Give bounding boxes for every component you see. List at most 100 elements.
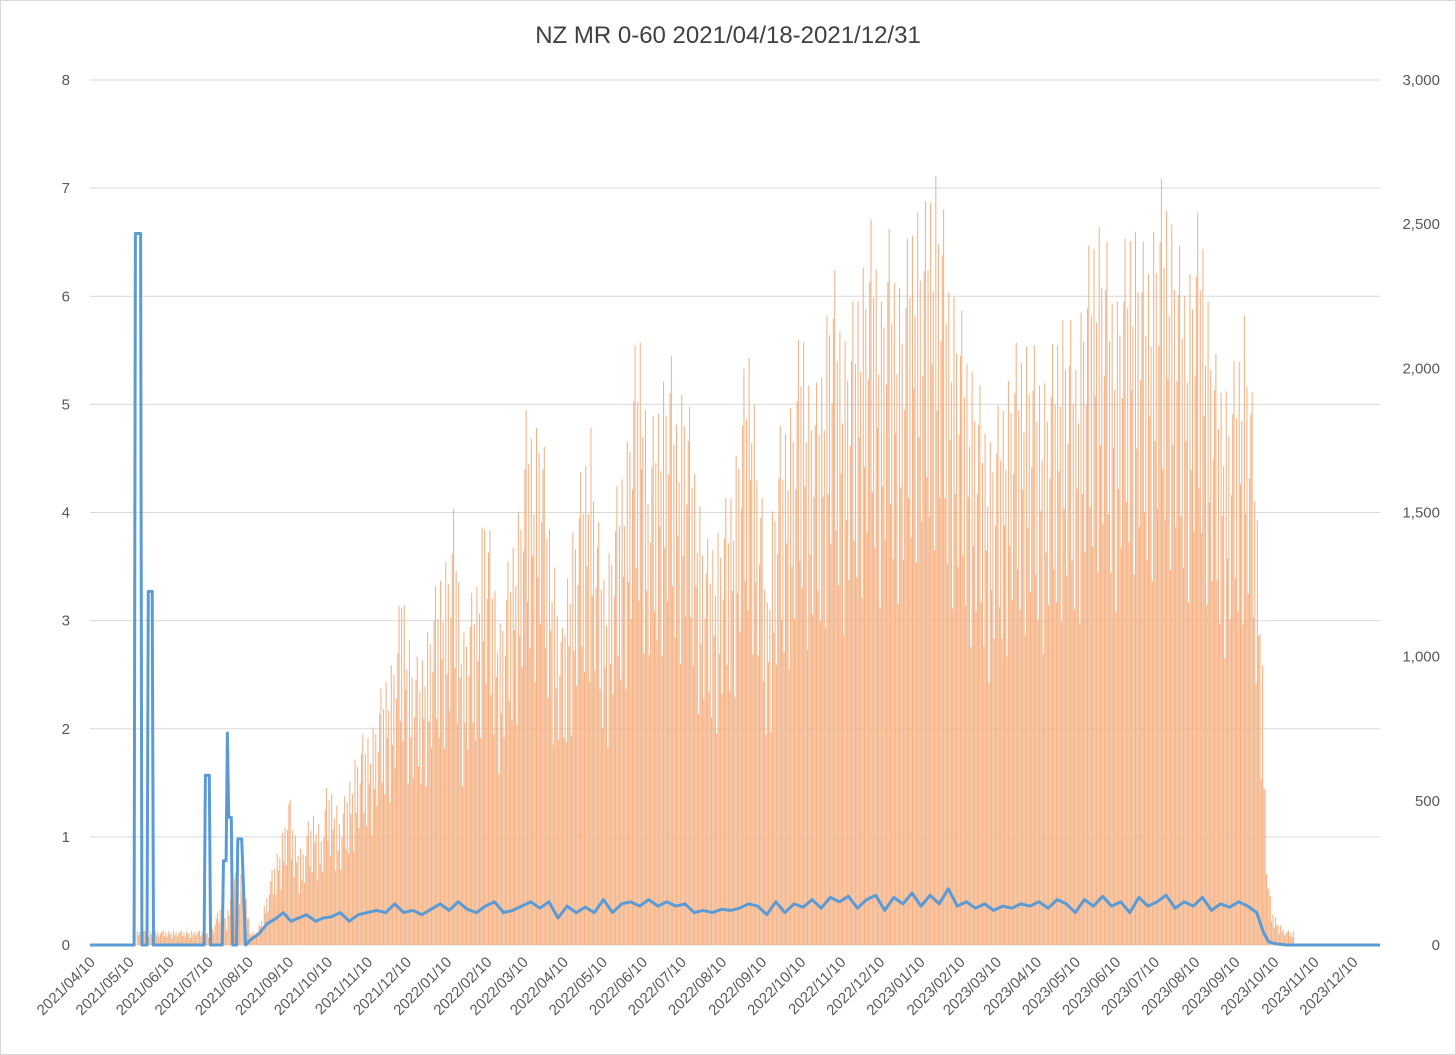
- bar: [224, 918, 226, 945]
- bar: [477, 661, 479, 945]
- bar: [757, 655, 759, 945]
- bar: [1058, 471, 1060, 945]
- bar: [410, 737, 412, 945]
- bar: [305, 856, 307, 945]
- bar: [1013, 473, 1015, 945]
- bar: [294, 835, 296, 945]
- bar: [403, 605, 405, 945]
- bar: [878, 374, 880, 945]
- bar: [961, 310, 963, 946]
- bar: [835, 530, 837, 945]
- bar: [934, 549, 936, 945]
- bar: [1190, 469, 1192, 945]
- bar: [926, 476, 928, 945]
- right-tick-label: 500: [1415, 793, 1440, 810]
- bar: [335, 870, 337, 945]
- bar: [1125, 501, 1127, 945]
- bar: [523, 551, 525, 945]
- bar: [517, 511, 519, 945]
- bar: [609, 663, 611, 945]
- bar: [488, 552, 490, 945]
- bar: [1223, 466, 1225, 945]
- bar: [748, 357, 750, 945]
- bar: [143, 931, 145, 945]
- bar: [723, 538, 726, 945]
- bar: [497, 652, 499, 945]
- bar: [395, 698, 398, 945]
- bar: [160, 933, 162, 945]
- bar: [624, 526, 626, 945]
- bar: [1166, 210, 1168, 946]
- bar: [163, 936, 165, 945]
- left-tick-label: 0: [62, 937, 70, 954]
- bar: [967, 496, 969, 945]
- bar: [1020, 362, 1022, 945]
- bar: [1128, 542, 1130, 945]
- bar: [1015, 342, 1017, 946]
- bar: [979, 385, 981, 946]
- bar: [687, 440, 689, 945]
- bar: [458, 582, 460, 945]
- bar: [516, 725, 518, 945]
- bar: [1214, 390, 1216, 946]
- bar: [358, 827, 360, 945]
- bar: [468, 675, 470, 945]
- bar: [1225, 391, 1227, 945]
- bar: [1186, 382, 1188, 945]
- bar: [762, 681, 764, 945]
- bar: [652, 416, 654, 945]
- bar: [700, 644, 702, 945]
- bar: [196, 933, 198, 945]
- bar: [731, 590, 733, 945]
- bar: [621, 479, 623, 945]
- bar: [1237, 611, 1239, 945]
- bar: [325, 788, 327, 945]
- bar: [1171, 224, 1173, 945]
- bar: [459, 678, 461, 945]
- bar: [411, 677, 413, 945]
- bar: [971, 371, 973, 945]
- bar: [936, 410, 938, 945]
- bar: [539, 623, 541, 945]
- bar: [193, 932, 195, 945]
- bar: [876, 427, 879, 946]
- bar: [989, 441, 991, 945]
- bar: [366, 825, 368, 945]
- bar: [156, 935, 158, 945]
- bar: [783, 651, 785, 945]
- bar: [486, 598, 488, 945]
- right-tick-label: 1,500: [1402, 505, 1440, 522]
- left-tick-label: 5: [62, 396, 70, 413]
- bar: [1263, 788, 1265, 945]
- bar: [346, 802, 348, 945]
- bar: [1242, 624, 1244, 945]
- bar: [261, 921, 263, 945]
- bar: [165, 932, 167, 945]
- bar: [1271, 921, 1273, 945]
- bar: [1123, 301, 1125, 945]
- bar: [271, 870, 273, 945]
- bar: [312, 816, 315, 945]
- bar: [930, 202, 932, 945]
- bar: [1050, 396, 1052, 945]
- bar: [1157, 508, 1159, 945]
- bar: [830, 543, 832, 945]
- bar: [354, 759, 356, 945]
- bar: [1111, 304, 1113, 945]
- line-path: [90, 232, 1380, 947]
- bar: [500, 713, 503, 945]
- bar: [670, 355, 672, 945]
- bar: [1202, 249, 1204, 946]
- bar: [401, 607, 403, 945]
- bar: [729, 691, 731, 945]
- bar: [161, 931, 163, 945]
- bar: [433, 620, 435, 945]
- bar: [935, 175, 937, 945]
- bar: [290, 859, 292, 945]
- bar: [810, 430, 812, 945]
- bar: [1026, 346, 1028, 945]
- bar: [676, 424, 678, 945]
- bar: [902, 560, 904, 945]
- bar: [714, 595, 716, 945]
- bar: [1163, 268, 1165, 946]
